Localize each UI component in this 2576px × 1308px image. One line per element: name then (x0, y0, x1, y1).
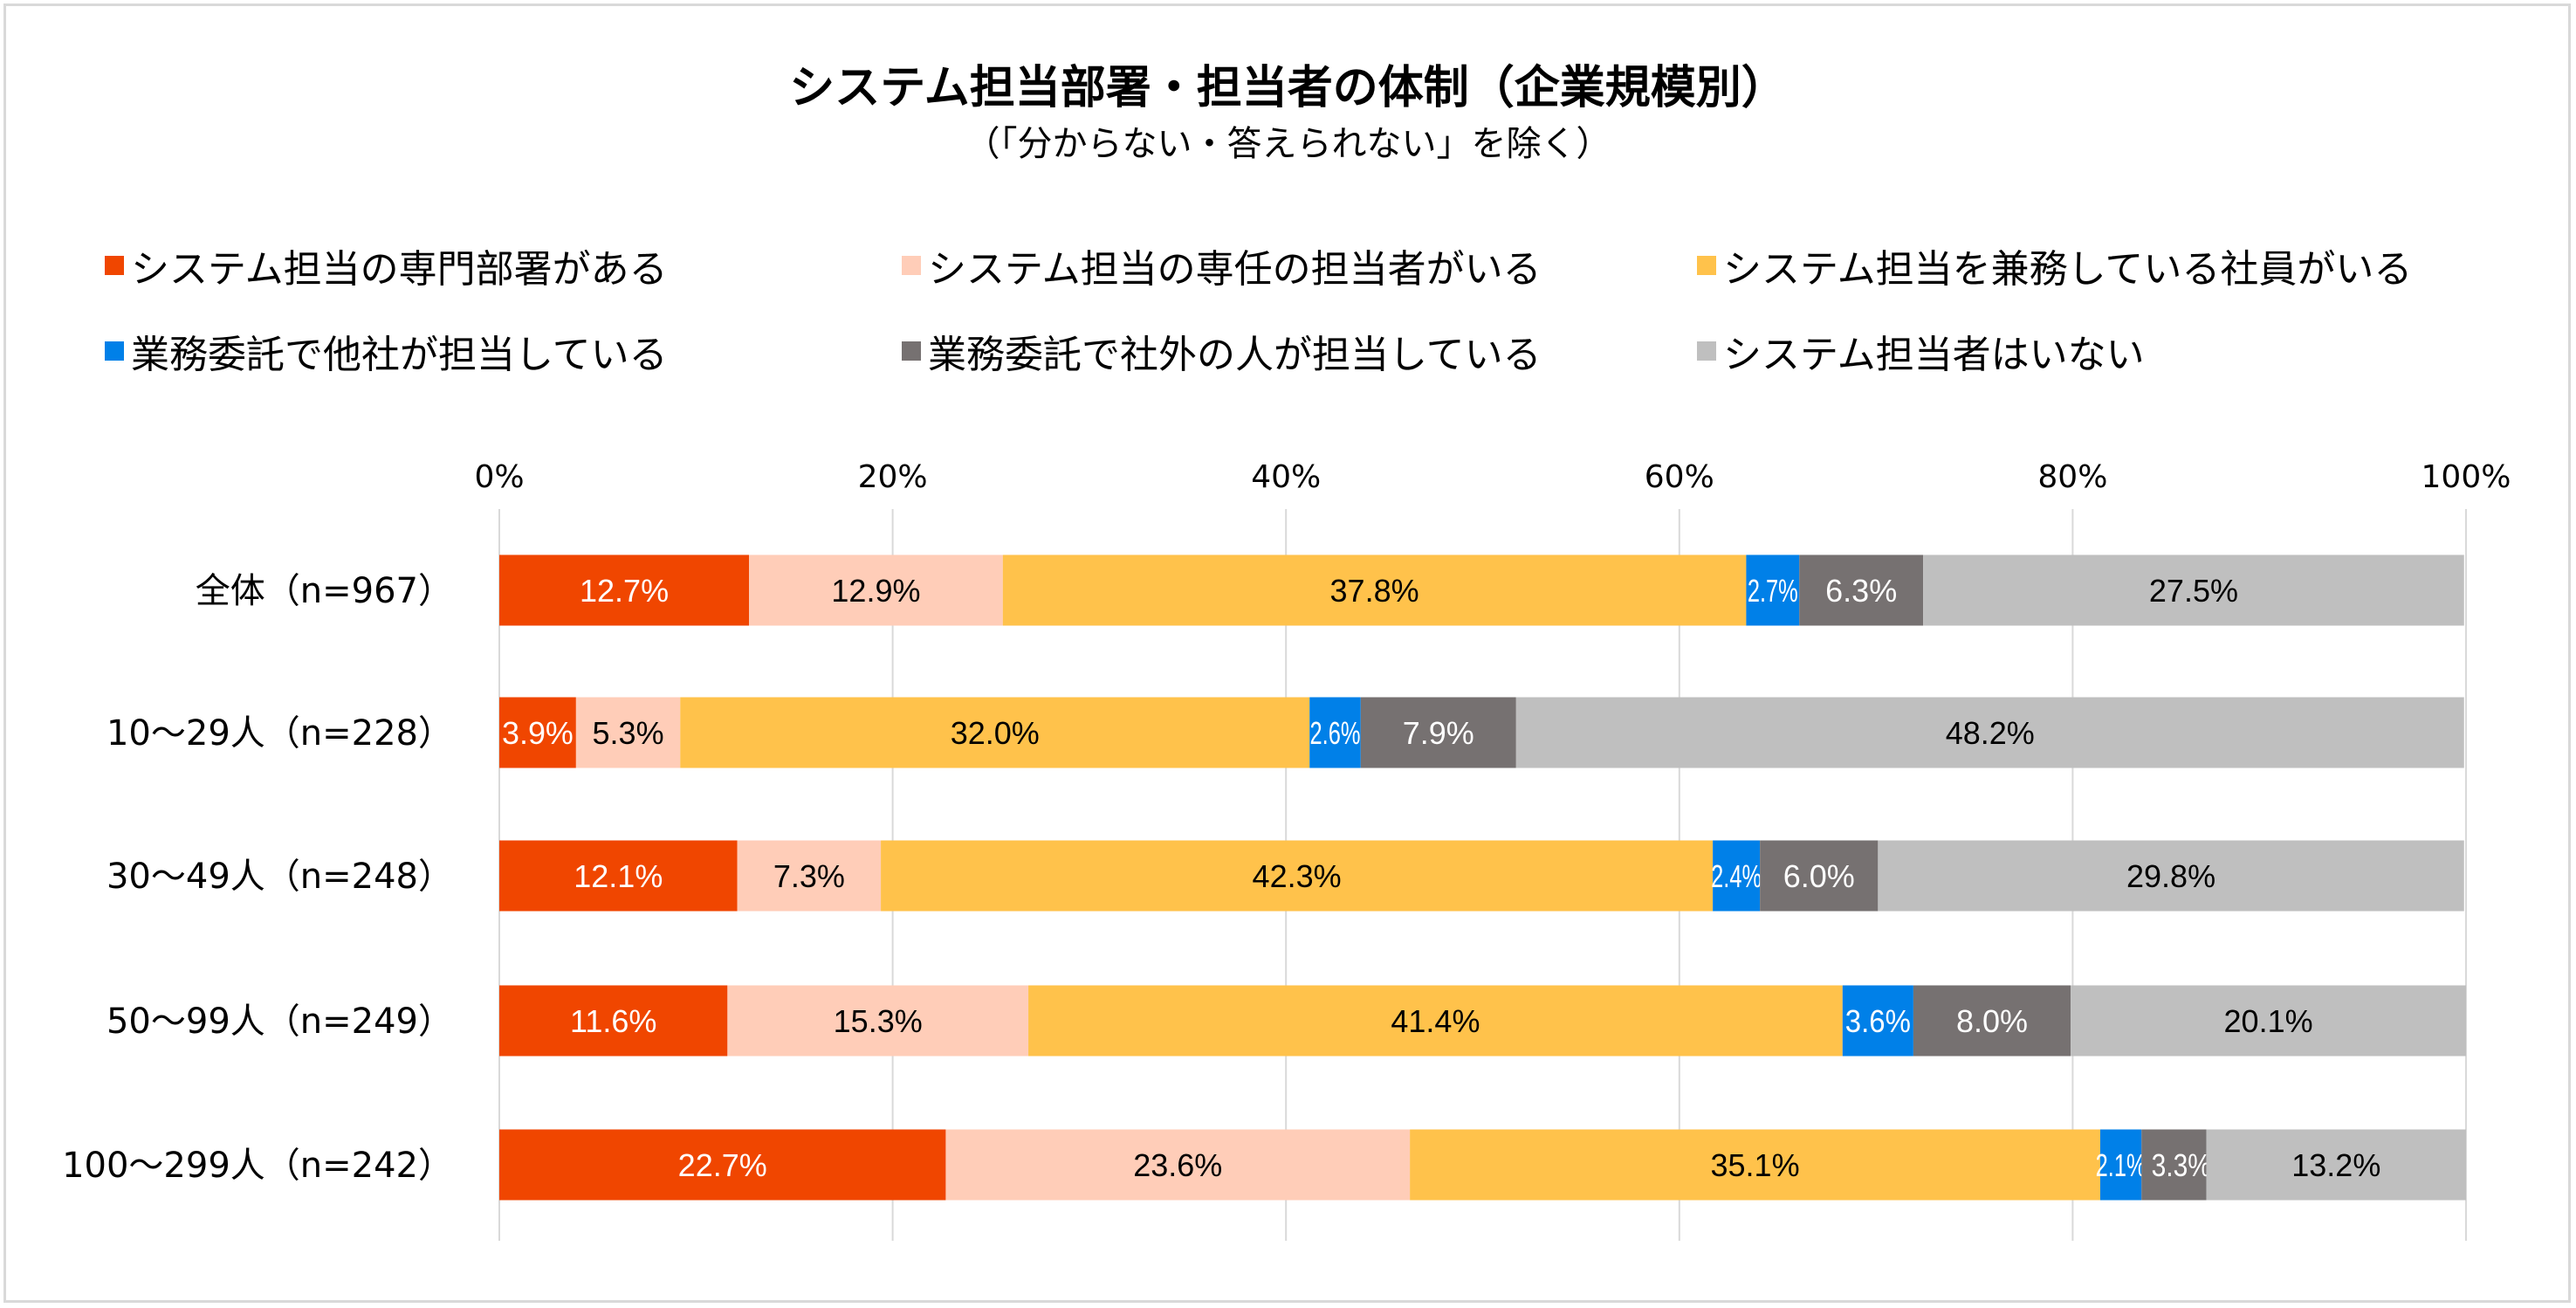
bar-segment (737, 840, 882, 912)
bar-segment (499, 985, 728, 1057)
data-label: 12.7% (580, 573, 669, 609)
x-tick-label: 100% (2421, 459, 2511, 495)
data-label: 11.6% (570, 1003, 656, 1039)
bar-segment (2141, 1129, 2207, 1201)
legend-swatch (105, 341, 124, 361)
bar-segment (1842, 985, 1913, 1057)
legend-item: システム担当を兼務している社員がいる (1697, 238, 2412, 293)
bar-segment (1410, 1129, 2100, 1201)
category-label: 50〜99人（n=249） (106, 1002, 453, 1042)
data-label: 48.2% (1946, 715, 2035, 751)
bar-segment (499, 840, 738, 912)
bar-segment (1713, 840, 1761, 912)
data-label: 15.3% (834, 1003, 923, 1039)
data-label: 2.4% (1711, 858, 1762, 894)
legend-item: システム担当の専任の担当者がいる (902, 238, 1542, 293)
data-label: 2.7% (1748, 573, 1798, 609)
bar-segment (1913, 985, 2071, 1057)
chart-subtitle: （「分からない・答えられない」を除く） (965, 124, 1611, 164)
category-label: 30〜49人（n=248） (106, 857, 453, 897)
legend-label: 業務委託で社外の人が担当している (928, 333, 1542, 377)
x-tick-label: 60% (1645, 459, 1714, 495)
x-tick-label: 20% (858, 459, 928, 495)
data-label: 7.9% (1403, 715, 1474, 751)
legend-swatch (105, 256, 124, 275)
legend-item: システム担当者はいない (1697, 323, 2145, 379)
legend-item: 業務委託で他社が担当している (105, 323, 668, 379)
bar-segment (2206, 1129, 2466, 1201)
data-label: 12.1% (574, 858, 663, 894)
bar-segment (749, 554, 1003, 626)
x-tick-label: 0% (474, 459, 524, 495)
data-label: 3.6% (1845, 1003, 1911, 1039)
bar-segment (499, 1129, 946, 1201)
data-label: 32.0% (951, 715, 1040, 751)
data-label: 22.7% (678, 1147, 767, 1183)
data-label: 2.1% (2096, 1147, 2147, 1183)
legend-item: 業務委託で社外の人が担当している (902, 323, 1542, 379)
legend-label: システム担当の専門部署がある (131, 247, 668, 292)
data-label: 3.9% (502, 715, 574, 751)
data-label: 8.0% (1956, 1003, 2028, 1039)
legend-item: システム担当の専門部署がある (105, 238, 668, 293)
chart-title: システム担当部署・担当者の体制（企業規模別） (789, 62, 1787, 114)
data-label: 13.2% (2291, 1147, 2380, 1183)
data-label: 6.3% (1825, 573, 1897, 609)
data-label: 6.0% (1783, 858, 1855, 894)
data-label: 23.6% (1133, 1147, 1222, 1183)
data-label: 3.3% (2152, 1147, 2211, 1183)
category-label: 10〜29人（n=228） (106, 713, 453, 754)
data-label: 35.1% (1711, 1147, 1800, 1183)
legend-swatch (902, 341, 921, 361)
legend-label: システム担当を兼務している社員がいる (1723, 247, 2413, 292)
legend-swatch (1697, 341, 1716, 361)
bar-segment (1028, 985, 1843, 1057)
legend-swatch (1697, 256, 1716, 275)
bar-segment (499, 554, 750, 626)
bar-segment (575, 697, 681, 768)
data-label: 2.6% (1310, 715, 1361, 751)
legend-label: 業務委託で他社が担当している (131, 333, 668, 377)
category-label: 全体（n=967） (196, 571, 453, 611)
bar-segment (727, 985, 1029, 1057)
legend-label: システム担当者はいない (1723, 333, 2145, 377)
bar-segment (1878, 840, 2464, 912)
bar-segment (1309, 697, 1361, 768)
chart-frame (3, 3, 2571, 1303)
data-label: 12.9% (831, 573, 920, 609)
data-label: 42.3% (1253, 858, 1342, 894)
data-label: 27.5% (2149, 573, 2238, 609)
data-label: 29.8% (2126, 858, 2215, 894)
data-label: 41.4% (1391, 1003, 1480, 1039)
legend-label: システム担当の専任の担当者がいる (928, 247, 1542, 292)
bar-segment (2071, 985, 2466, 1057)
bar-segment (1360, 697, 1516, 768)
bar-segment (499, 697, 576, 768)
bar-segment (1760, 840, 1879, 912)
data-label: 20.1% (2224, 1003, 2313, 1039)
bar-segment (1515, 697, 2464, 768)
bar-segment (1799, 554, 1924, 626)
bar-segment (2099, 1129, 2142, 1201)
bar-segment (1746, 554, 1800, 626)
data-label: 7.3% (773, 858, 845, 894)
bar-segment (945, 1129, 1411, 1201)
x-tick-label: 80% (2037, 459, 2107, 495)
legend-swatch (902, 256, 921, 275)
bar-segment (1923, 554, 2464, 626)
x-tick-label: 40% (1251, 459, 1321, 495)
bar-segment (881, 840, 1714, 912)
bar-segment (680, 697, 1310, 768)
category-label: 100〜299人（n=242） (62, 1146, 453, 1186)
data-label: 37.8% (1330, 573, 1419, 609)
bar-segment (1002, 554, 1747, 626)
data-label: 5.3% (593, 715, 664, 751)
